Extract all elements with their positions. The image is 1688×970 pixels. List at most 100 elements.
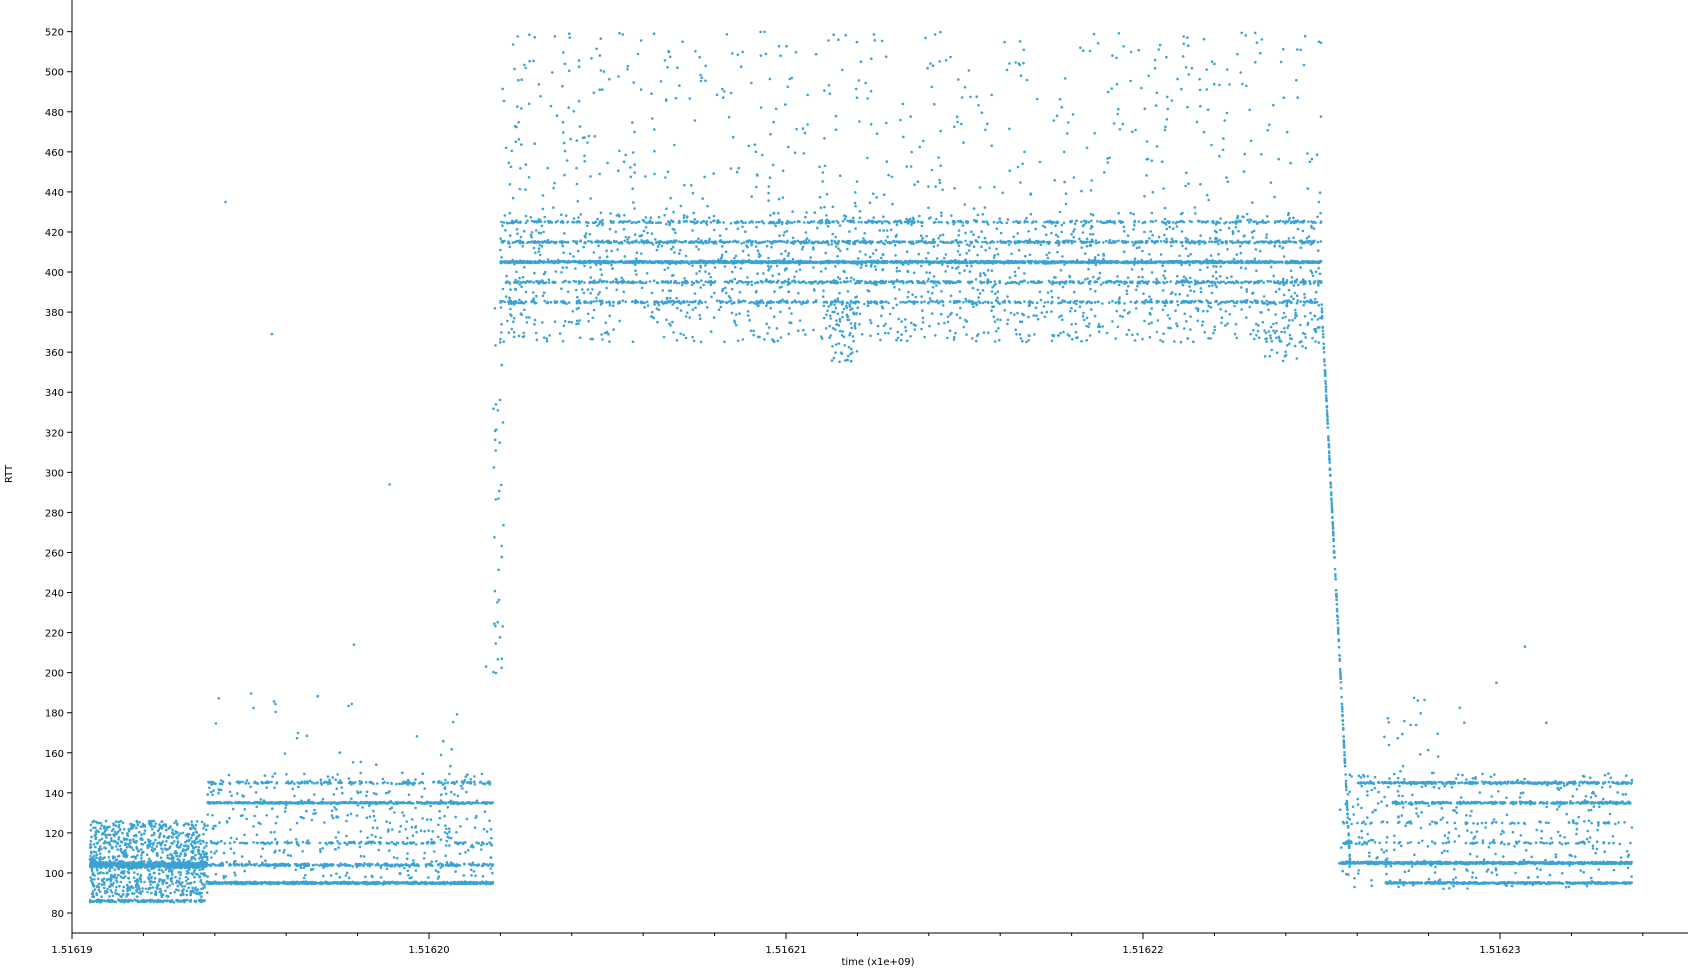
data-point xyxy=(347,777,351,780)
data-point xyxy=(271,807,274,810)
data-point xyxy=(405,863,408,866)
data-point xyxy=(370,833,374,837)
data-point xyxy=(371,826,375,830)
data-point xyxy=(155,885,159,888)
data-point xyxy=(144,864,147,867)
data-point xyxy=(166,836,169,839)
data-point xyxy=(89,854,92,858)
data-point xyxy=(388,483,392,486)
data-point xyxy=(175,888,178,891)
data-point xyxy=(167,863,171,867)
data-point xyxy=(171,828,174,832)
data-point xyxy=(257,801,260,805)
data-point xyxy=(240,855,244,858)
data-point xyxy=(252,882,255,885)
data-point xyxy=(497,497,500,500)
data-point xyxy=(190,858,193,861)
data-point xyxy=(176,831,179,834)
data-point xyxy=(403,782,407,785)
data-point xyxy=(99,856,102,859)
data-point xyxy=(414,843,418,846)
data-point xyxy=(449,861,453,864)
data-point xyxy=(108,868,111,872)
data-point xyxy=(283,848,286,852)
data-point xyxy=(179,899,183,903)
data-point xyxy=(247,782,250,785)
data-point xyxy=(396,881,400,884)
data-point xyxy=(240,802,244,805)
data-point xyxy=(335,881,338,884)
data-point xyxy=(421,802,424,805)
data-point xyxy=(396,841,400,845)
data-point xyxy=(299,866,303,870)
data-point xyxy=(421,772,425,775)
data-point xyxy=(410,876,413,879)
data-point xyxy=(386,781,389,785)
data-point xyxy=(440,882,443,885)
data-point xyxy=(195,837,199,840)
data-point xyxy=(195,820,199,823)
data-point xyxy=(233,871,236,874)
data-point xyxy=(280,862,284,865)
data-point xyxy=(460,780,464,783)
data-point xyxy=(188,832,191,836)
data-point xyxy=(253,780,257,784)
data-point xyxy=(444,824,447,827)
data-point xyxy=(320,783,324,786)
data-point xyxy=(449,764,452,768)
data-point xyxy=(344,801,347,805)
data-point xyxy=(492,407,495,411)
data-point xyxy=(462,874,466,877)
data-point xyxy=(308,779,312,783)
data-point xyxy=(137,884,140,887)
data-point xyxy=(454,870,457,873)
data-point xyxy=(481,864,484,868)
data-point xyxy=(117,824,121,827)
data-point xyxy=(448,830,451,833)
data-point xyxy=(112,822,115,825)
data-point xyxy=(107,856,111,859)
data-point xyxy=(194,900,197,904)
data-point xyxy=(284,803,288,807)
data-point xyxy=(185,893,188,897)
data-point xyxy=(95,866,98,870)
data-point xyxy=(247,860,251,863)
data-point xyxy=(201,839,205,843)
data-point xyxy=(270,841,274,844)
data-point xyxy=(334,836,338,839)
data-point xyxy=(164,889,167,893)
data-point xyxy=(352,781,356,785)
data-point xyxy=(465,817,469,821)
data-point xyxy=(160,842,164,845)
data-point xyxy=(163,861,166,865)
data-point xyxy=(172,833,176,836)
data-point xyxy=(351,865,355,868)
data-point xyxy=(198,865,201,869)
data-point xyxy=(284,881,288,885)
data-point xyxy=(147,822,151,825)
data-point xyxy=(211,801,214,804)
data-point xyxy=(133,898,136,901)
data-point xyxy=(406,778,410,782)
data-point xyxy=(124,842,127,845)
data-point xyxy=(89,823,93,827)
data-point xyxy=(202,846,206,850)
data-point xyxy=(142,850,145,854)
data-point xyxy=(351,761,355,764)
data-point xyxy=(138,891,141,894)
data-point xyxy=(293,794,296,798)
data-point xyxy=(182,824,186,827)
data-point xyxy=(100,837,104,841)
data-point xyxy=(267,864,270,867)
data-point xyxy=(321,797,325,801)
data-point xyxy=(443,786,447,789)
data-point xyxy=(402,881,405,884)
data-point xyxy=(350,781,353,784)
data-point xyxy=(164,865,167,868)
data-point xyxy=(151,886,155,889)
data-point xyxy=(134,857,137,860)
data-point xyxy=(96,877,100,881)
data-point xyxy=(143,832,146,835)
data-point xyxy=(198,857,201,860)
data-point xyxy=(288,863,292,867)
